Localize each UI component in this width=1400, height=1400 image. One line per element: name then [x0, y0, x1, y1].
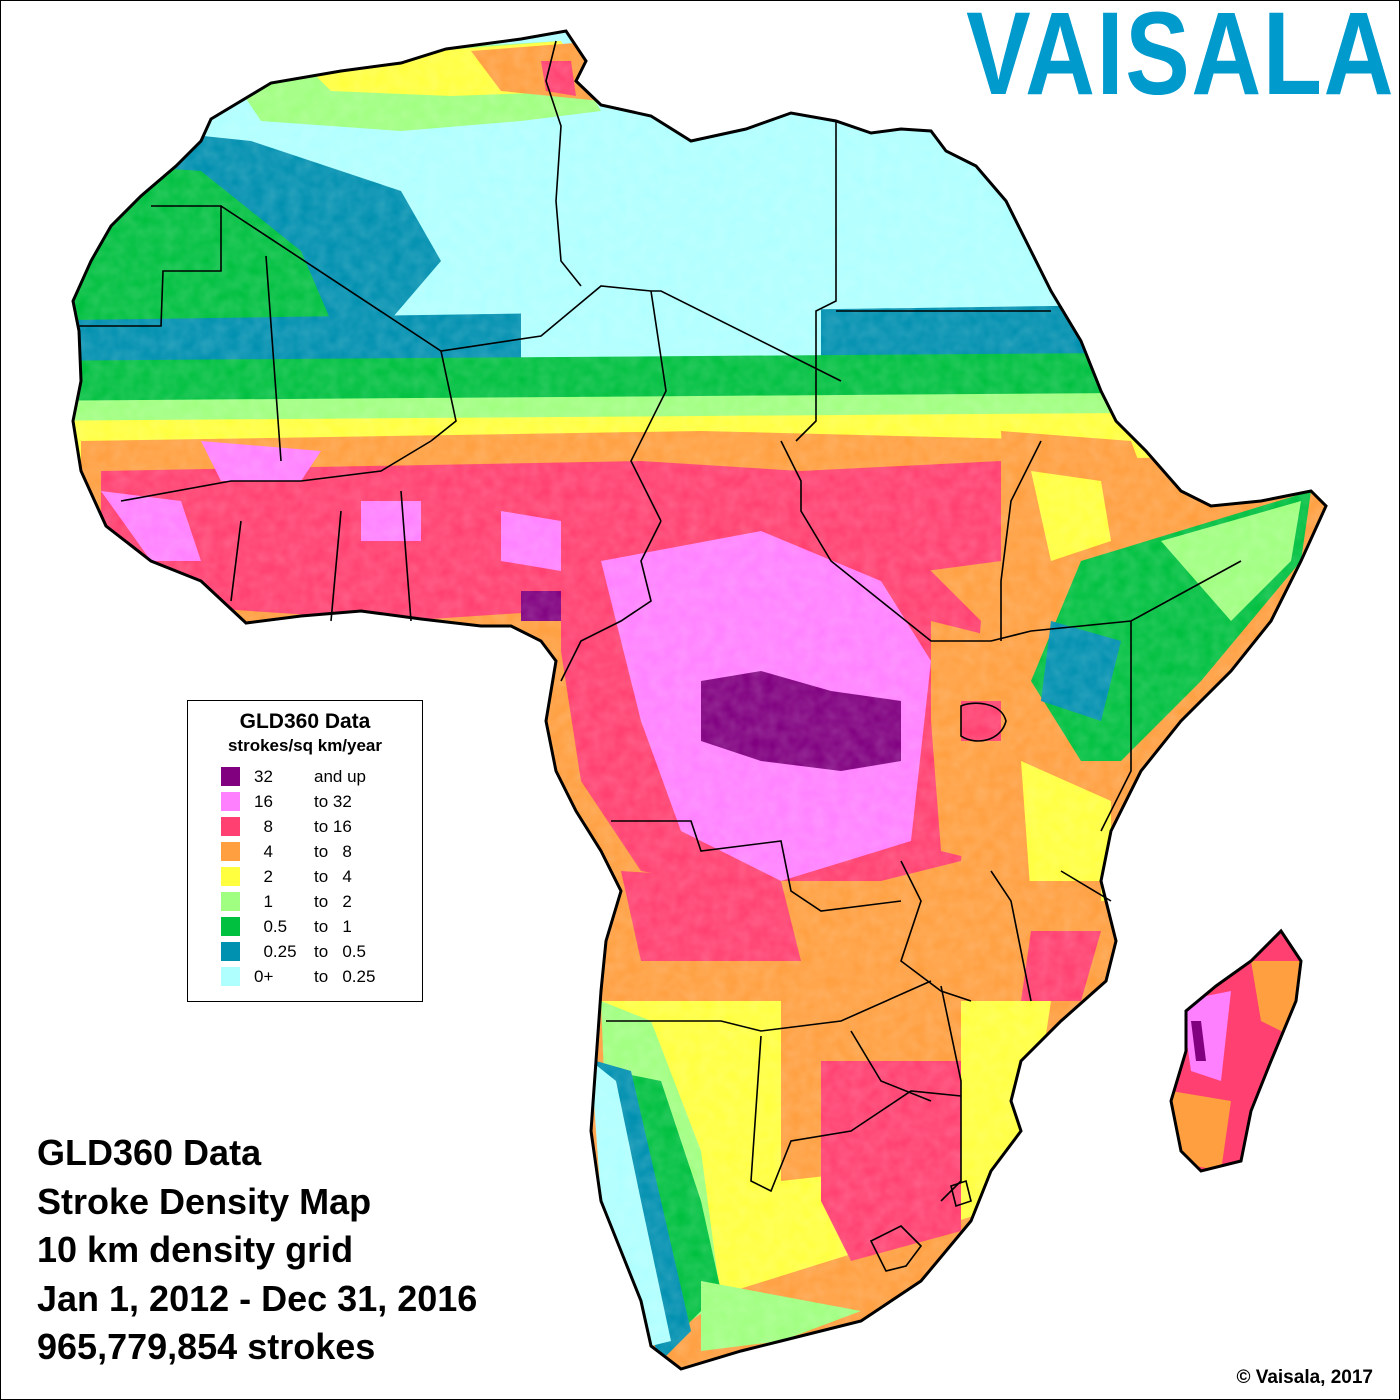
legend-swatch	[221, 867, 240, 886]
map-legend: GLD360 Data strokes/sq km/year 32 and up…	[187, 700, 423, 1002]
legend-high: to 16	[314, 816, 352, 836]
legend-item: 4 to 8	[188, 839, 422, 864]
legend-items: 32 and up 16 to 32 8 to 16 4 to 8 2	[188, 764, 422, 989]
legend-swatch	[221, 792, 240, 811]
legend-low: 0.25	[254, 941, 297, 961]
title-line: GLD360 Data	[37, 1132, 262, 1173]
legend-high: to 32	[314, 791, 352, 811]
legend-low: 1	[254, 891, 273, 911]
stroke-count: 965,779,854 strokes	[37, 1326, 376, 1367]
legend-low: 0.5	[254, 916, 288, 936]
legend-low: 0+	[254, 966, 274, 986]
map-title-block: GLD360 Data Stroke Density Map 10 km den…	[37, 1129, 477, 1372]
legend-swatch	[221, 967, 240, 986]
legend-swatch	[221, 942, 240, 961]
legend-swatch	[221, 817, 240, 836]
legend-item: 16 to 32	[188, 789, 422, 814]
legend-high: to 2	[314, 891, 352, 911]
copyright-notice: © Vaisala, 2017	[1236, 1367, 1373, 1388]
legend-item: 2 to 4	[188, 864, 422, 889]
legend-item: 32 and up	[188, 764, 422, 789]
vaisala-logo: VAISALA	[965, 0, 1395, 120]
legend-high: to 4	[314, 866, 352, 886]
legend-units: strokes/sq km/year	[227, 736, 383, 755]
legend-high: to 0.25	[314, 966, 376, 986]
legend-low: 16	[254, 791, 273, 811]
legend-high: to 0.5	[314, 941, 366, 961]
legend-high: to 8	[314, 841, 352, 861]
legend-swatch	[221, 892, 240, 911]
legend-title: GLD360 Data	[239, 710, 371, 733]
legend-low: 4	[254, 841, 273, 861]
legend-swatch	[221, 917, 240, 936]
title-line: 10 km density grid	[37, 1229, 354, 1270]
legend-item: 1 to 2	[188, 889, 422, 914]
legend-item: 0.5 to 1	[188, 914, 422, 939]
date-range: Jan 1, 2012 - Dec 31, 2016	[37, 1277, 478, 1319]
legend-low: 2	[254, 866, 273, 886]
legend-item: 0.25 to 0.5	[188, 939, 422, 964]
legend-swatch	[221, 842, 240, 861]
legend-low: 8	[254, 816, 273, 836]
legend-item: 0+ to 0.25	[188, 964, 422, 989]
legend-high: to 1	[314, 916, 352, 936]
legend-swatch	[221, 767, 240, 786]
legend-high: and up	[314, 766, 366, 786]
title-line: Stroke Density Map	[37, 1180, 372, 1222]
legend-low: 32	[254, 766, 273, 786]
legend-item: 8 to 16	[188, 814, 422, 839]
